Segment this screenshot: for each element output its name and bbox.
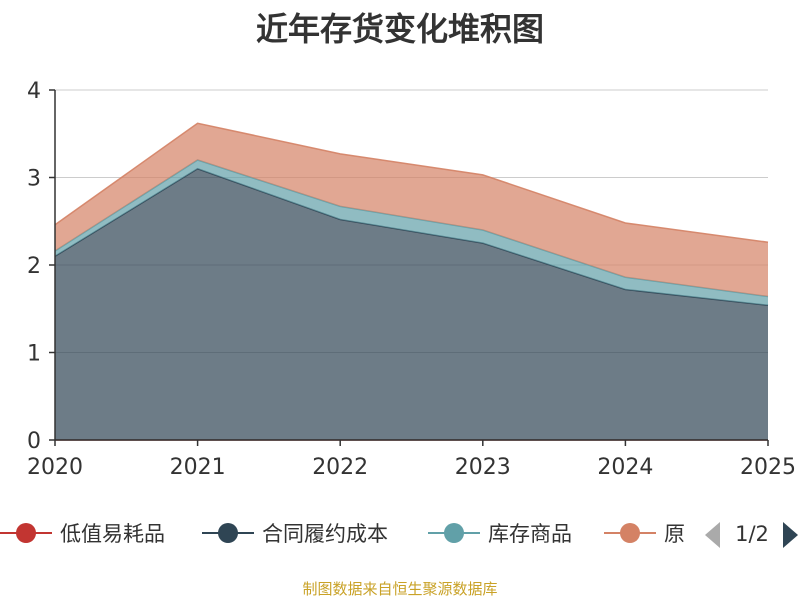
series-areas <box>54 122 769 441</box>
y-tick-label: 0 <box>27 429 41 454</box>
x-tick-label: 2021 <box>170 455 226 480</box>
area-series <box>55 160 768 306</box>
x-tick-label: 2023 <box>455 455 511 480</box>
x-tick-label: 2022 <box>312 455 368 480</box>
y-tick-label: 4 <box>27 79 41 104</box>
y-tick-label: 3 <box>27 167 41 192</box>
legend-label: 合同履约成本 <box>262 522 388 546</box>
area-series <box>55 123 768 297</box>
legend-marker <box>16 523 36 543</box>
legend-label: 低值易耗品 <box>60 522 165 546</box>
legend-marker <box>620 523 640 543</box>
legend-next-icon[interactable] <box>783 522 798 548</box>
legend-marker <box>218 523 238 543</box>
area-series <box>55 168 768 440</box>
legend-label: 库存商品 <box>488 522 572 546</box>
y-tick-label: 1 <box>27 342 41 367</box>
legend-page-indicator: 1/2 <box>735 522 769 546</box>
chart-title: 近年存货变化堆积图 <box>255 10 544 48</box>
y-tick-label: 2 <box>27 254 41 279</box>
x-tick-label: 2024 <box>597 455 653 480</box>
x-tick-label: 2025 <box>740 455 796 480</box>
legend-items: 低值易耗品 合同履约成本 库存商品 原 <box>0 522 685 546</box>
series-line <box>54 122 769 243</box>
legend: 低值易耗品 合同履约成本 库存商品 原 1/2 <box>0 522 798 548</box>
data-source-note: 制图数据来自恒生聚源数据库 <box>302 580 498 598</box>
legend-marker <box>444 523 464 543</box>
legend-prev-icon[interactable] <box>705 522 720 548</box>
x-tick-label: 2020 <box>27 455 83 480</box>
legend-label: 原 <box>664 522 685 546</box>
axes: 0 1 2 3 4 2020 2021 2022 2023 2024 2025 <box>27 79 796 480</box>
